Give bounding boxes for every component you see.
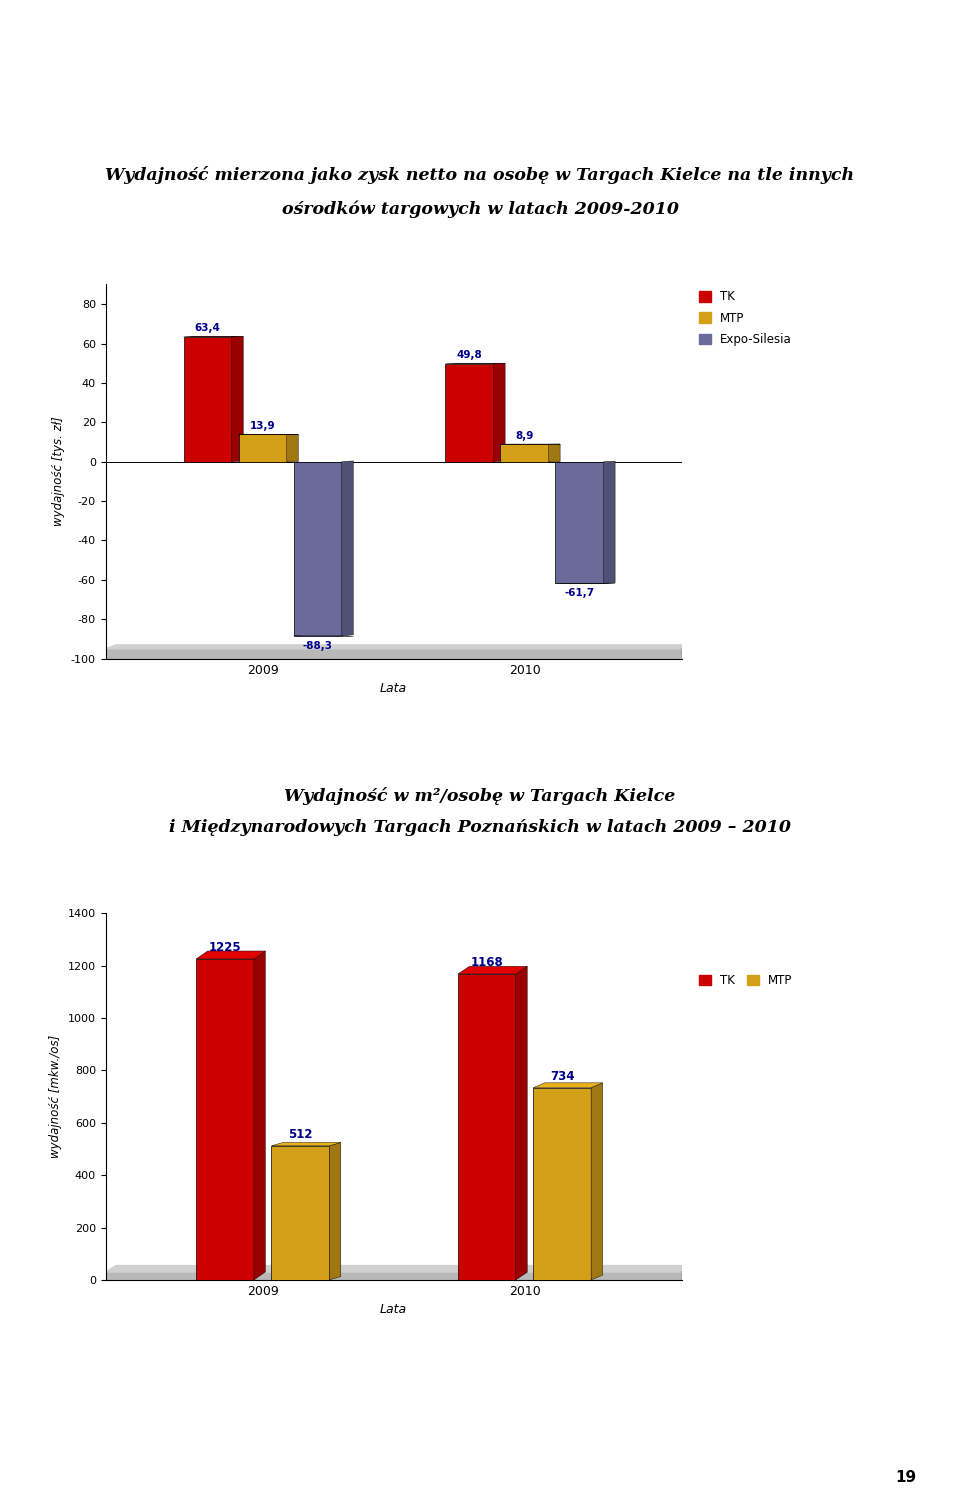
Text: 19: 19 <box>896 1470 917 1485</box>
Bar <box>272 1145 329 1280</box>
Y-axis label: wydajność [mkw./os]: wydajność [mkw./os] <box>49 1034 62 1159</box>
Bar <box>106 648 682 659</box>
Bar <box>294 461 342 636</box>
Polygon shape <box>548 445 560 461</box>
Polygon shape <box>493 364 505 461</box>
Polygon shape <box>458 966 527 975</box>
Text: 512: 512 <box>288 1129 313 1141</box>
Polygon shape <box>516 966 527 1280</box>
Polygon shape <box>106 1265 692 1272</box>
Polygon shape <box>342 461 353 636</box>
Legend: TK, MTP, Expo-Silesia: TK, MTP, Expo-Silesia <box>699 290 792 346</box>
Bar <box>534 1088 591 1280</box>
Bar <box>106 1272 682 1280</box>
Text: Wydajność w m²/osobę w Targach Kielce: Wydajność w m²/osobę w Targach Kielce <box>284 787 676 805</box>
Legend: TK, MTP: TK, MTP <box>699 975 793 987</box>
Text: -61,7: -61,7 <box>564 588 594 599</box>
Bar <box>445 364 493 461</box>
Polygon shape <box>106 645 692 648</box>
Polygon shape <box>682 1265 692 1280</box>
X-axis label: Lata: Lata <box>380 1304 407 1316</box>
X-axis label: Lata: Lata <box>380 683 407 695</box>
Bar <box>458 975 516 1280</box>
Text: -88,3: -88,3 <box>302 641 333 651</box>
Polygon shape <box>329 1142 341 1280</box>
Polygon shape <box>604 461 615 584</box>
Text: 63,4: 63,4 <box>195 323 221 334</box>
Bar <box>500 445 548 461</box>
Text: 734: 734 <box>550 1070 574 1082</box>
Bar <box>183 337 231 461</box>
Polygon shape <box>534 1082 603 1088</box>
Polygon shape <box>682 645 692 659</box>
Text: 1168: 1168 <box>470 957 503 969</box>
Polygon shape <box>591 1082 603 1280</box>
Polygon shape <box>196 951 265 960</box>
Y-axis label: wydajność [tys. zł]: wydajność [tys. zł] <box>53 416 65 527</box>
Text: i Międzynarodowych Targach Poznańskich w latach 2009 – 2010: i Międzynarodowych Targach Poznańskich w… <box>169 819 791 837</box>
Polygon shape <box>253 951 265 1280</box>
Polygon shape <box>231 337 243 461</box>
Text: 49,8: 49,8 <box>457 350 483 361</box>
Polygon shape <box>272 1142 341 1145</box>
Text: ośrodków targowych w latach 2009-2010: ośrodków targowych w latach 2009-2010 <box>281 201 679 219</box>
Text: Wydajność mierzona jako zysk netto na osobę w Targach Kielce na tle innych: Wydajność mierzona jako zysk netto na os… <box>106 166 854 184</box>
Text: 13,9: 13,9 <box>250 421 276 431</box>
Bar <box>556 461 604 584</box>
Polygon shape <box>287 434 299 461</box>
Text: 1225: 1225 <box>208 942 241 954</box>
Text: 8,9: 8,9 <box>516 431 534 440</box>
Bar <box>239 434 287 461</box>
Bar <box>196 960 253 1280</box>
